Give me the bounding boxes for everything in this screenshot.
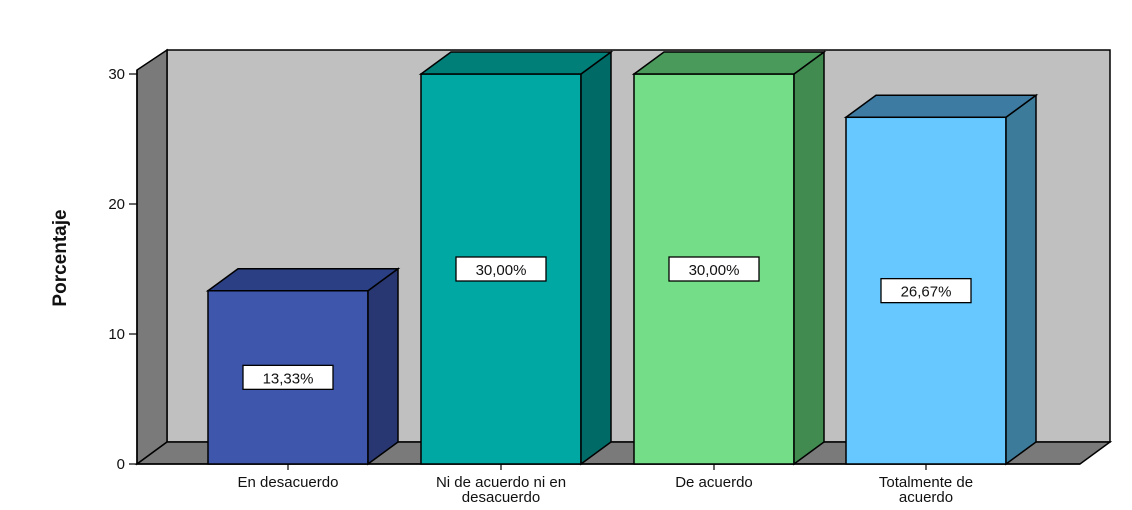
data-label-4: 26,67%: [880, 277, 972, 304]
x-tick-label-line: desacuerdo: [462, 489, 540, 506]
bar-side: [1005, 93, 1037, 466]
x-tick-label-2: Ni de acuerdo ni en desacuerdo: [436, 474, 566, 506]
bar-top: [631, 51, 827, 75]
data-label-box: [242, 364, 334, 391]
y-tick-label: 20: [108, 196, 125, 213]
labels-layer: 13,33% 30,00% 30,00% 26,67%: [242, 256, 972, 391]
bar-top: [418, 51, 614, 75]
bars-layer: [205, 50, 1039, 466]
x-tick-label-3: De acuerdo: [675, 474, 753, 491]
x-tick-label-4: Totalmente de acuerdo: [879, 474, 973, 506]
bar-side: [793, 50, 825, 466]
bar-side: [367, 267, 399, 466]
x-tick-label-line: Totalmente de: [879, 474, 973, 491]
y-tick-label: 30: [108, 66, 125, 83]
x-tick-label-line: En desacuerdo: [238, 474, 339, 491]
bar-3: [631, 50, 827, 466]
data-label-text: 26,67%: [901, 284, 952, 301]
data-label-2: 30,00%: [455, 256, 547, 282]
left-wall: [136, 48, 168, 466]
data-label-text: 30,00%: [689, 262, 740, 279]
x-tick-label-line: Ni de acuerdo ni en: [436, 474, 566, 491]
y-tick-label: 0: [117, 456, 125, 473]
x-tick-label-line: acuerdo: [899, 489, 953, 506]
data-label-1: 13,33%: [242, 364, 334, 391]
y-axis-label: Porcentaje: [50, 209, 71, 306]
bar-top: [205, 267, 401, 292]
data-label-3: 30,00%: [668, 256, 760, 282]
data-label-box: [668, 256, 760, 282]
data-label-text: 30,00%: [476, 262, 527, 279]
bar-side: [580, 50, 612, 466]
bar-2: [418, 50, 614, 466]
data-label-box: [880, 277, 972, 304]
x-tick-label-1: En desacuerdo: [238, 474, 339, 491]
data-label-box: [455, 256, 547, 282]
bar-top: [843, 94, 1039, 119]
y-tick-label: 10: [108, 326, 125, 343]
x-tick-label-line: De acuerdo: [675, 474, 753, 491]
data-label-text: 13,33%: [263, 370, 314, 387]
